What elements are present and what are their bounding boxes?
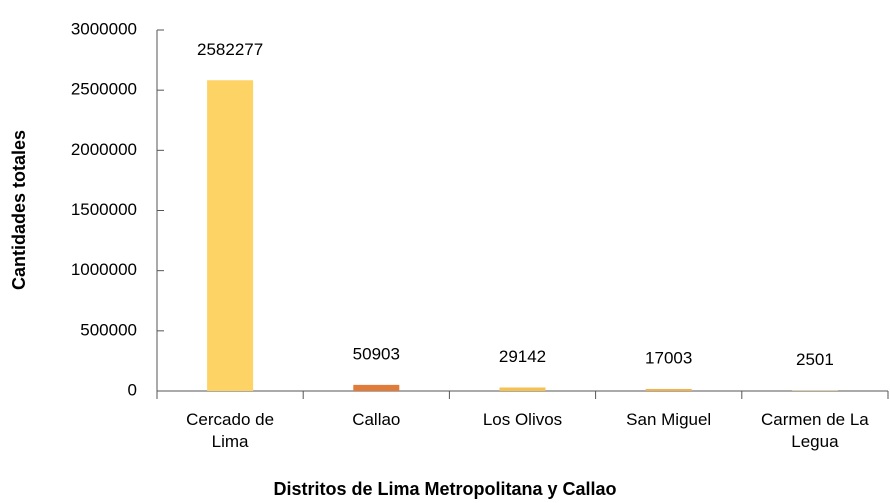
- data-label: 2582277: [197, 40, 263, 59]
- data-label: 17003: [645, 348, 692, 367]
- y-tick-label: 2000000: [71, 140, 137, 159]
- y-tick-label: 0: [128, 380, 137, 399]
- data-label: 50903: [353, 344, 400, 363]
- y-tick-label: 1000000: [71, 260, 137, 279]
- y-tick-label: 1500000: [71, 200, 137, 219]
- y-tick-label: 3000000: [71, 19, 137, 38]
- bar: [353, 384, 400, 391]
- bar: [207, 80, 254, 392]
- x-tick-label: Callao: [352, 410, 401, 429]
- data-label: 2501: [796, 350, 834, 369]
- x-tick-label: Los Olivos: [482, 410, 563, 429]
- bar: [499, 387, 546, 391]
- data-label: 29142: [499, 347, 546, 366]
- y-tick-label: 500000: [80, 320, 137, 339]
- x-tick-label: San Miguel: [626, 410, 712, 429]
- x-tick-label: Cercado de Lima: [186, 410, 275, 451]
- x-tick-label: Carmen de La Legua: [761, 410, 869, 451]
- y-tick-label: 2500000: [71, 80, 137, 99]
- y-axis-title: Cantidades totales: [9, 130, 29, 290]
- x-axis-title: Distritos de Lima Metropolitana y Callao: [273, 479, 616, 499]
- bar: [645, 388, 692, 391]
